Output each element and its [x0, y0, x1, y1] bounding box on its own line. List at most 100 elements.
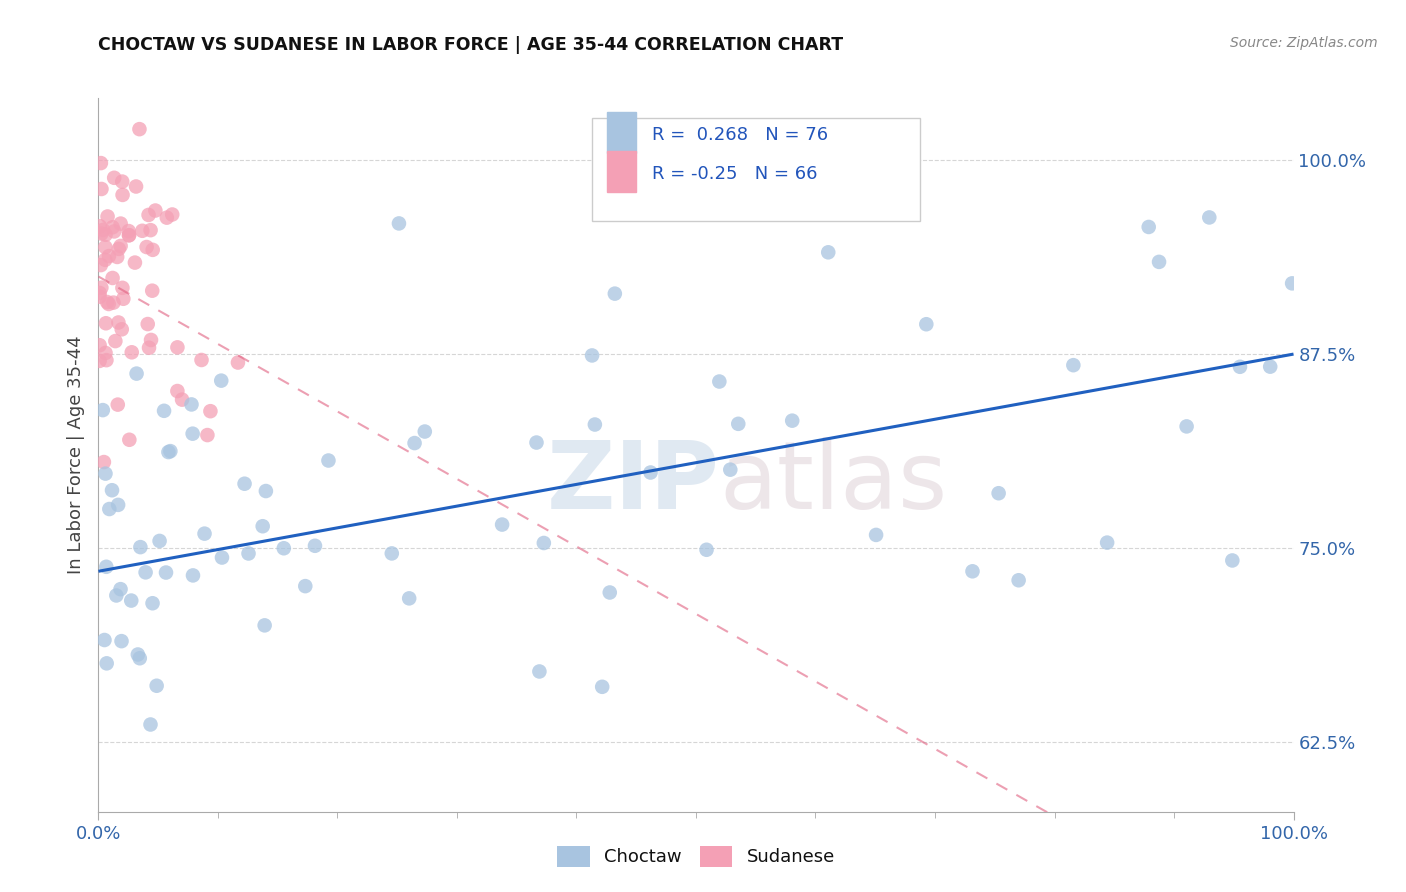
Point: [145, 679, 167, 693]
Point: [127, 648, 149, 662]
Point: [90, 258, 112, 272]
Point: [90, 227, 112, 241]
Point: [94, 316, 117, 330]
Point: [238, 546, 260, 560]
Point: [166, 340, 188, 354]
Point: [111, 188, 134, 202]
Point: [148, 533, 170, 548]
Point: [125, 367, 148, 381]
Point: [155, 566, 177, 580]
Point: [1175, 419, 1198, 434]
Point: [97, 210, 120, 224]
Point: [226, 355, 249, 369]
Point: [987, 486, 1010, 500]
Point: [181, 426, 204, 441]
Point: [111, 281, 134, 295]
Point: [529, 665, 551, 679]
Point: [252, 519, 274, 533]
Point: [97, 297, 120, 311]
Point: [170, 392, 193, 407]
Point: [90, 280, 112, 294]
Point: [139, 223, 162, 237]
Point: [103, 224, 125, 238]
Point: [533, 536, 555, 550]
Point: [94, 467, 117, 481]
Legend: Choctaw, Sudanese: Choctaw, Sudanese: [550, 838, 842, 874]
Point: [131, 224, 153, 238]
Point: [709, 375, 731, 389]
Point: [118, 224, 141, 238]
Point: [101, 271, 124, 285]
Point: [118, 433, 141, 447]
Point: [111, 175, 134, 189]
Point: [138, 341, 160, 355]
Point: [153, 404, 176, 418]
Point: [136, 317, 159, 331]
Point: [107, 316, 129, 330]
Point: [1220, 553, 1243, 567]
Point: [166, 384, 188, 398]
Point: [381, 546, 404, 560]
Point: [110, 634, 132, 648]
Point: [111, 322, 134, 336]
Point: [121, 345, 143, 359]
Point: [718, 463, 741, 477]
Point: [110, 217, 132, 231]
Point: [404, 436, 426, 450]
Point: [107, 498, 129, 512]
Point: [89, 290, 111, 304]
Point: [118, 228, 141, 243]
Point: [696, 542, 718, 557]
Point: [157, 445, 180, 459]
Point: [583, 417, 606, 432]
Point: [135, 240, 157, 254]
Point: [413, 425, 436, 439]
Point: [91, 223, 114, 237]
Point: [89, 219, 111, 234]
Point: [160, 207, 183, 221]
Point: [94, 240, 117, 254]
Point: [141, 284, 163, 298]
Point: [318, 453, 340, 467]
Point: [181, 568, 204, 582]
Point: [1137, 219, 1160, 234]
Y-axis label: In Labor Force | Age 35-44: In Labor Force | Age 35-44: [66, 335, 84, 574]
Point: [89, 338, 111, 352]
Point: [89, 285, 111, 300]
Point: [388, 216, 411, 230]
Point: [304, 539, 326, 553]
Point: [128, 122, 150, 136]
Point: [125, 179, 148, 194]
Point: [1229, 359, 1251, 374]
Point: [112, 292, 135, 306]
Point: [915, 317, 938, 331]
Point: [101, 220, 124, 235]
Point: [98, 249, 121, 263]
Point: [94, 227, 117, 242]
Point: [1147, 255, 1170, 269]
Point: [142, 243, 165, 257]
Point: [90, 156, 112, 170]
Point: [138, 208, 160, 222]
Point: [124, 255, 146, 269]
Point: [180, 397, 202, 411]
Point: [105, 589, 128, 603]
Point: [211, 550, 233, 565]
Point: [591, 680, 613, 694]
Point: [93, 455, 115, 469]
Point: [962, 564, 984, 578]
Point: [110, 239, 132, 253]
Point: [135, 566, 157, 580]
Point: [254, 483, 277, 498]
Text: R = -0.25   N = 66: R = -0.25 N = 66: [652, 166, 817, 184]
Point: [96, 295, 118, 310]
Point: [159, 444, 181, 458]
Point: [89, 354, 111, 368]
Point: [398, 591, 420, 606]
Point: [105, 250, 128, 264]
Point: [599, 585, 621, 599]
Point: [94, 252, 117, 267]
Point: [727, 417, 749, 431]
Text: ZIP: ZIP: [547, 437, 720, 530]
Point: [603, 286, 626, 301]
